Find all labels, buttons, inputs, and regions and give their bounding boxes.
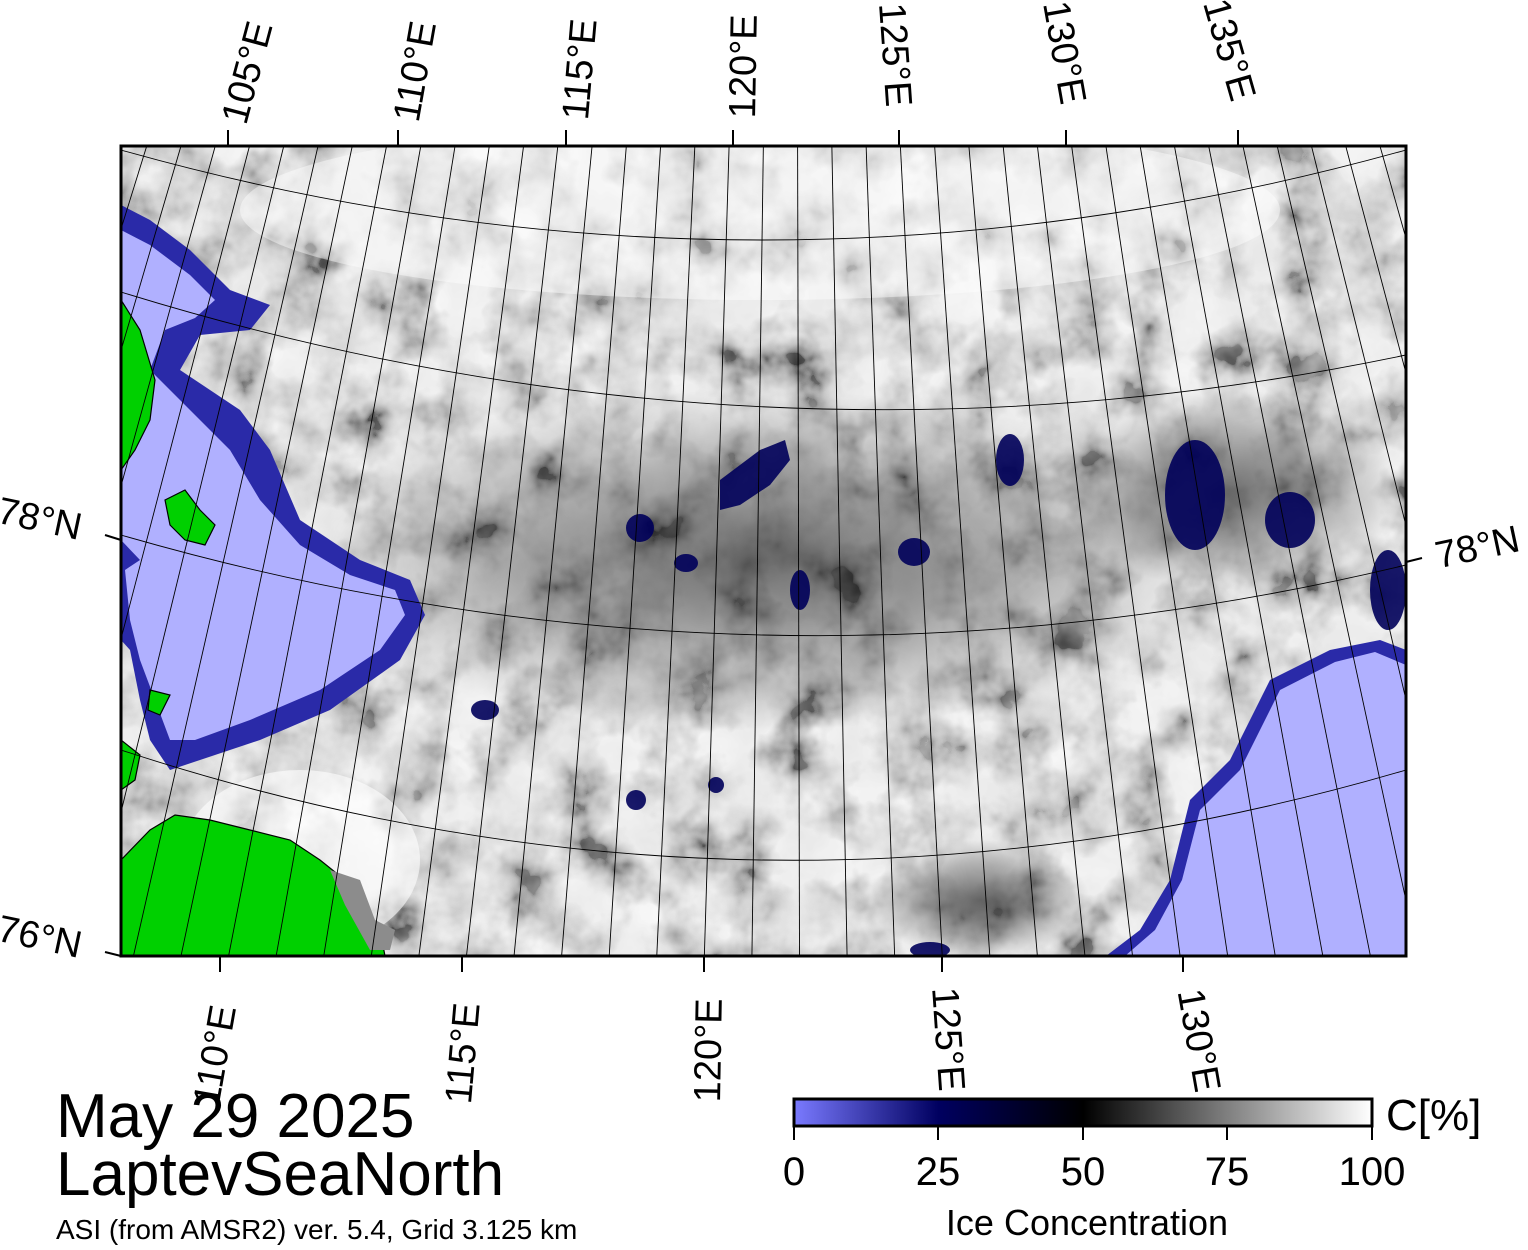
- lon-label-top: 115°E: [555, 17, 606, 122]
- meridian-line: [228, 146, 387, 956]
- meridian-line: [370, 146, 490, 956]
- colorbar-unit: C[%]: [1386, 1091, 1482, 1140]
- meridian-line: [275, 146, 422, 956]
- meridian-line: [1036, 146, 1133, 956]
- low-concentration-band-east: [1060, 390, 1400, 590]
- meridian-line: [121, 146, 182, 352]
- meridian-line: [656, 146, 696, 956]
- map-frame: [119, 144, 1408, 958]
- graticule: [0, 100, 1406, 1000]
- colorbar-tick-label: 25: [915, 1150, 961, 1194]
- meridian-line: [466, 146, 559, 956]
- lon-label-top: 125°E: [870, 1, 920, 109]
- polynya-patches: [471, 434, 1406, 956]
- meridian-line: [608, 146, 662, 956]
- low-concentration-band-south: [870, 840, 1090, 956]
- meridian-line: [121, 146, 285, 815]
- land: [121, 298, 395, 956]
- meridian-line: [797, 146, 800, 956]
- meridian-line: [865, 146, 896, 956]
- low-concentration-band: [300, 390, 1220, 730]
- meridian-line: [0, 100, 128, 1000]
- meridian-line: [1345, 146, 1406, 375]
- colorbar-tick-label: 100: [1338, 1150, 1406, 1194]
- meridian-line: [121, 146, 216, 488]
- meridian-line: [0, 100, 61, 1000]
- meridian-line: [1139, 146, 1276, 956]
- meridian-line: [703, 146, 730, 956]
- colorbar-gradient: [792, 1097, 1374, 1128]
- meridian-line: [0, 100, 94, 1000]
- meridian-line: [751, 146, 764, 956]
- lon-label-top: 120°E: [722, 14, 766, 119]
- meridian-line: [561, 146, 627, 956]
- meridian-line: [831, 146, 848, 956]
- colorbar-title: Ice Concentration: [945, 1202, 1229, 1243]
- meridian-line: [1276, 146, 1406, 702]
- data-source: ASI (from AMSR2) ver. 5.4, Grid 3.125 km: [56, 1214, 578, 1245]
- meridian-line: [1105, 146, 1229, 956]
- map-date: May 29 2025: [56, 1082, 415, 1151]
- latitude-line: [121, 291, 1406, 411]
- lon-label-bottom: 115°E: [438, 1001, 489, 1106]
- land-island-a: [164, 489, 216, 546]
- meridian-line: [1071, 146, 1181, 956]
- meridian-line: [1208, 146, 1371, 956]
- land-southwest: [121, 814, 386, 956]
- coast-fringe: [330, 870, 395, 950]
- open-water-east: [1125, 652, 1406, 956]
- colorbar-tick-label: 0: [782, 1150, 806, 1194]
- latitude-line: [121, 534, 1406, 637]
- land-west-north: [121, 298, 156, 472]
- region-name: LaptevSeaNorth: [56, 1140, 505, 1209]
- colorbar-tick-label: 50: [1060, 1150, 1106, 1194]
- colorbar-ticks: [793, 1126, 1373, 1140]
- meridian-line: [1173, 146, 1324, 956]
- axis-ticks: [104, 130, 1423, 972]
- latitude-line: [121, 749, 1406, 861]
- meridian-line: [1242, 146, 1406, 903]
- meridian-line: [121, 146, 250, 641]
- open-water-west: [121, 230, 405, 740]
- land-island-c: [147, 689, 171, 716]
- meridian-line: [934, 146, 991, 956]
- meridian-line: [323, 146, 456, 956]
- lon-label-bottom: 125°E: [923, 985, 973, 1093]
- meridian-line: [132, 146, 319, 956]
- meridian-line: [899, 146, 943, 956]
- meridian-line: [418, 146, 525, 956]
- colorbar-tick-label: 75: [1204, 1150, 1250, 1194]
- meridian-line: [1002, 146, 1086, 956]
- meridian-line: [180, 146, 353, 956]
- lon-label-bottom: 120°E: [687, 998, 731, 1103]
- meridian-line: [1310, 146, 1406, 528]
- meridians: [0, 100, 1406, 1000]
- meridian-line: [513, 146, 593, 956]
- meridian-line: [968, 146, 1038, 956]
